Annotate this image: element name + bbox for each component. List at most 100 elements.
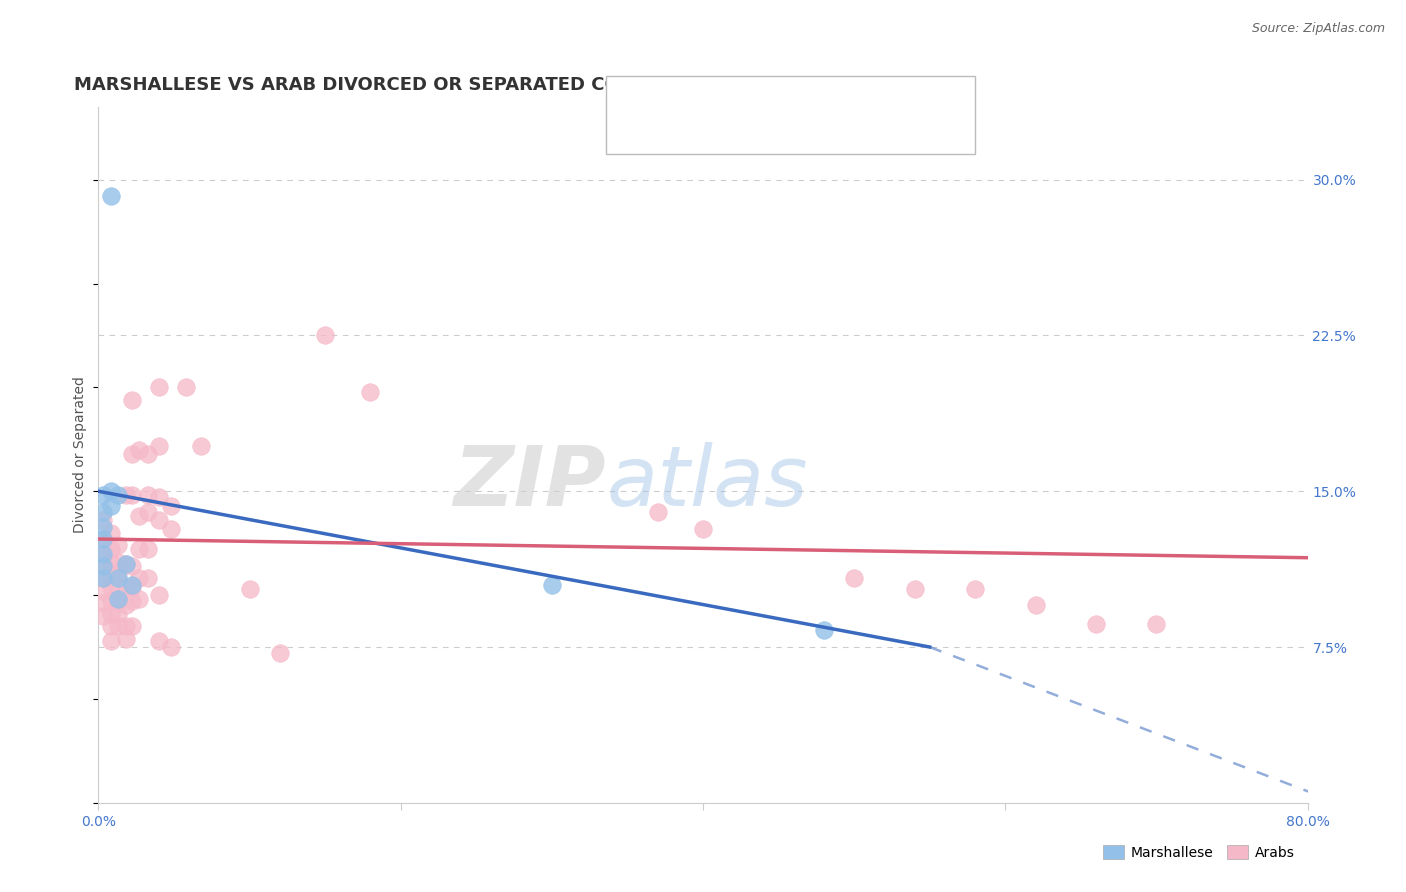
Point [114,580,136,594]
Point [160,522,183,536]
Point [965,582,987,596]
Point [107,572,129,586]
Point [114,619,136,633]
Point [121,392,143,407]
Point [91,532,114,546]
Point [136,447,159,461]
Point [91,596,114,610]
Point [647,505,669,519]
Point [107,619,129,633]
Point [128,442,150,457]
Point [107,580,129,594]
Point [813,624,835,638]
Point [314,328,336,343]
Point [91,532,114,546]
Text: Source: ZipAtlas.com: Source: ZipAtlas.com [1251,22,1385,36]
Text: N =: N = [817,88,849,103]
Point [1144,617,1167,632]
Point [174,380,197,394]
Point [121,447,143,461]
Legend: Marshallese, Arabs: Marshallese, Arabs [1098,839,1301,865]
Point [107,594,129,608]
Point [100,594,122,608]
Text: -0.041: -0.041 [720,127,768,142]
Text: MARSHALLESE VS ARAB DIVORCED OR SEPARATED CORRELATION CHART: MARSHALLESE VS ARAB DIVORCED OR SEPARATE… [75,77,807,95]
Point [100,542,122,557]
Point [91,519,114,533]
Point [100,633,122,648]
Point [1024,599,1046,613]
Text: R =: R = [669,127,702,142]
Point [91,505,114,519]
Point [904,582,927,596]
Text: -0.371: -0.371 [720,88,768,103]
Point [121,580,143,594]
Point [91,572,114,586]
Text: N =: N = [817,127,849,142]
Point [128,509,150,524]
Point [91,559,114,574]
Point [121,578,143,592]
Point [91,584,114,599]
Point [100,567,122,582]
Point [107,567,129,582]
Point [148,633,170,648]
Point [107,592,129,607]
Point [148,491,170,505]
Point [692,522,714,536]
Point [136,505,159,519]
Point [1085,617,1108,632]
FancyBboxPatch shape [620,120,657,148]
Point [136,542,159,557]
Point [100,580,122,594]
Point [91,547,114,561]
Point [121,619,143,633]
Point [148,439,170,453]
Point [91,513,114,527]
Point [360,384,382,399]
Point [239,582,262,596]
Point [107,488,129,502]
Point [100,619,122,633]
Point [128,592,150,607]
Point [100,607,122,621]
Point [100,499,122,513]
Point [160,499,183,513]
Y-axis label: Divorced or Separated: Divorced or Separated [73,376,87,533]
Point [107,555,129,569]
Text: 16: 16 [869,88,887,103]
Point [160,640,183,654]
Point [114,557,136,571]
Text: atlas: atlas [606,442,808,524]
Point [100,189,122,203]
Point [91,608,114,623]
Point [136,572,159,586]
Point [148,513,170,527]
Point [121,594,143,608]
Point [100,484,122,499]
FancyBboxPatch shape [620,82,657,110]
Point [136,488,159,502]
Point [121,488,143,502]
Point [190,439,212,453]
Point [114,599,136,613]
Point [114,557,136,571]
FancyBboxPatch shape [606,76,974,154]
Point [107,538,129,552]
Point [91,488,114,502]
Text: ZIP: ZIP [454,442,606,524]
Point [107,607,129,621]
Point [91,572,114,586]
Point [91,559,114,574]
Point [114,632,136,646]
Point [114,488,136,502]
Point [148,588,170,602]
Point [844,572,866,586]
Point [269,646,291,660]
Point [91,547,114,561]
Text: 63: 63 [869,127,887,142]
Point [128,542,150,557]
Point [100,525,122,540]
Point [128,572,150,586]
Point [100,555,122,569]
